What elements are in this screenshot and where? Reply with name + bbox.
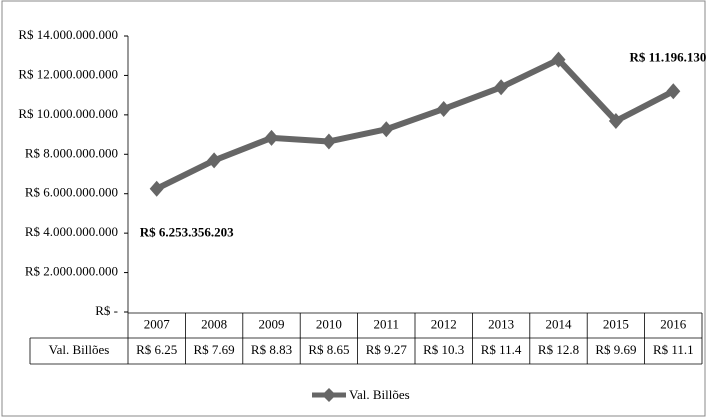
y-tick-label: R$ 8.000.000.000 [25,145,118,160]
marker [207,152,222,169]
marker [608,112,623,129]
x-tick-label: 2012 [431,316,457,331]
y-tick-label: R$ 14.000.000.000 [18,27,118,42]
legend-label: Val. Billões [349,387,410,402]
y-tick-label: R$ - [95,303,118,318]
marker [149,180,164,197]
data-label: R$ 6.253.356.203 [140,225,234,240]
table-value: R$ 10.3 [423,342,464,357]
table-value: R$ 7.69 [194,342,235,357]
y-tick-label: R$ 2.000.000.000 [25,264,118,279]
y-tick-label: R$ 10.000.000.000 [18,106,118,121]
x-tick-label: 2009 [259,316,285,331]
table-value: R$ 6.25 [136,342,177,357]
data-label: R$ 11.196.130.398 [629,49,707,64]
marker [494,79,509,96]
table-value: R$ 8.83 [251,342,292,357]
x-tick-label: 2013 [488,316,514,331]
legend-marker [322,388,336,402]
marker [379,121,394,138]
x-tick-label: 2007 [144,316,171,331]
x-tick-label: 2015 [603,316,629,331]
marker [321,133,336,150]
x-tick-label: 2016 [660,316,687,331]
table-value: R$ 11.4 [481,342,522,357]
table-value: R$ 9.69 [595,342,636,357]
marker [436,100,451,117]
table-value: R$ 8.65 [308,342,349,357]
x-tick-label: 2008 [201,316,227,331]
x-tick-label: 2014 [546,316,573,331]
table-row-header: Val. Billões [49,342,110,357]
x-tick-label: 2011 [374,316,400,331]
y-tick-label: R$ 4.000.000.000 [25,224,118,239]
series-line [155,56,675,192]
table-value: R$ 9.27 [366,342,408,357]
table-value: R$ 12.8 [538,342,579,357]
marker [666,83,681,100]
y-tick-label: R$ 6.000.000.000 [25,185,118,200]
x-tick-label: 2010 [316,316,342,331]
marker [551,51,566,68]
table-value: R$ 11.1 [653,342,694,357]
marker [264,129,279,146]
y-tick-label: R$ 12.000.000.000 [18,66,118,81]
